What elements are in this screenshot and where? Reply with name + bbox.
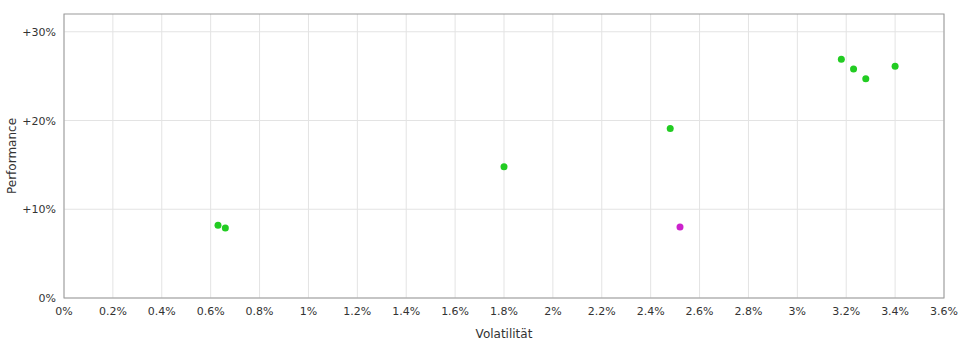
grid (64, 14, 944, 298)
point (892, 63, 899, 70)
series (677, 224, 684, 231)
grid-line-x (210, 14, 211, 298)
x-tick-label: 3% (789, 305, 806, 318)
grid-line-x (259, 14, 260, 298)
point (501, 163, 508, 170)
x-tick-label: 0.8% (246, 305, 274, 318)
y-axis-label: Performance (5, 118, 19, 194)
point (838, 56, 845, 63)
x-axis-label: Volatilität (476, 327, 533, 341)
x-tick-label: 3.6% (930, 305, 958, 318)
grid-line-y (64, 209, 944, 210)
grid-line-x (357, 14, 358, 298)
point (862, 75, 869, 82)
chart: 0% 0.2% 0.4% 0.6% 0.8% 1% 1.2% 1.4% 1.6% 1.8% 2% 2.… (0, 0, 966, 350)
grid-line-x (895, 14, 896, 298)
point (222, 224, 229, 231)
grid-line-x (699, 14, 700, 298)
x-tick-label: 2.8% (734, 305, 762, 318)
grid-line-x (650, 14, 651, 298)
y-tick-label: 0% (39, 292, 56, 305)
x-tick-label: 1.6% (441, 305, 469, 318)
grid-line-x (406, 14, 407, 298)
point (677, 224, 684, 231)
tick-labels: 0% 0.2% 0.4% 0.6% 0.8% 1% 1.2% 1.4% 1.6% 1.8% 2% 2.… (22, 26, 958, 318)
marks (215, 56, 899, 232)
x-tick-label: 3.4% (881, 305, 909, 318)
x-tick-label: 1.4% (392, 305, 420, 318)
x-tick-label: 3.2% (832, 305, 860, 318)
grid-line-x (552, 14, 553, 298)
grid-line-x (504, 14, 505, 298)
grid-line-x (797, 14, 798, 298)
point (850, 66, 857, 73)
y-tick-label: +10% (22, 203, 56, 216)
series (215, 56, 899, 232)
grid-line-x (601, 14, 602, 298)
grid-line-x (846, 14, 847, 298)
grid-line-x (748, 14, 749, 298)
x-tick-label: 2.6% (686, 305, 714, 318)
x-tick-label: 2% (544, 305, 561, 318)
x-tick-label: 1% (300, 305, 317, 318)
x-tick-label: 2.4% (637, 305, 665, 318)
grid-line-x (455, 14, 456, 298)
plot-frame (64, 14, 944, 298)
x-tick-label: 0.4% (148, 305, 176, 318)
y-tick-label: +30% (22, 26, 56, 39)
grid-line-x (308, 14, 309, 298)
grid-line-y (64, 120, 944, 121)
grid-line-x (161, 14, 162, 298)
x-tick-label: 1.8% (490, 305, 518, 318)
x-tick-label: 0.6% (197, 305, 225, 318)
grid-line-y (64, 31, 944, 32)
point (215, 222, 222, 229)
x-tick-label: 1.2% (343, 305, 371, 318)
x-tick-label: 0% (55, 305, 72, 318)
x-tick-label: 2.2% (588, 305, 616, 318)
y-tick-label: +20% (22, 115, 56, 128)
grid-line-x (112, 14, 113, 298)
x-tick-label: 0.2% (99, 305, 127, 318)
point (667, 125, 674, 132)
